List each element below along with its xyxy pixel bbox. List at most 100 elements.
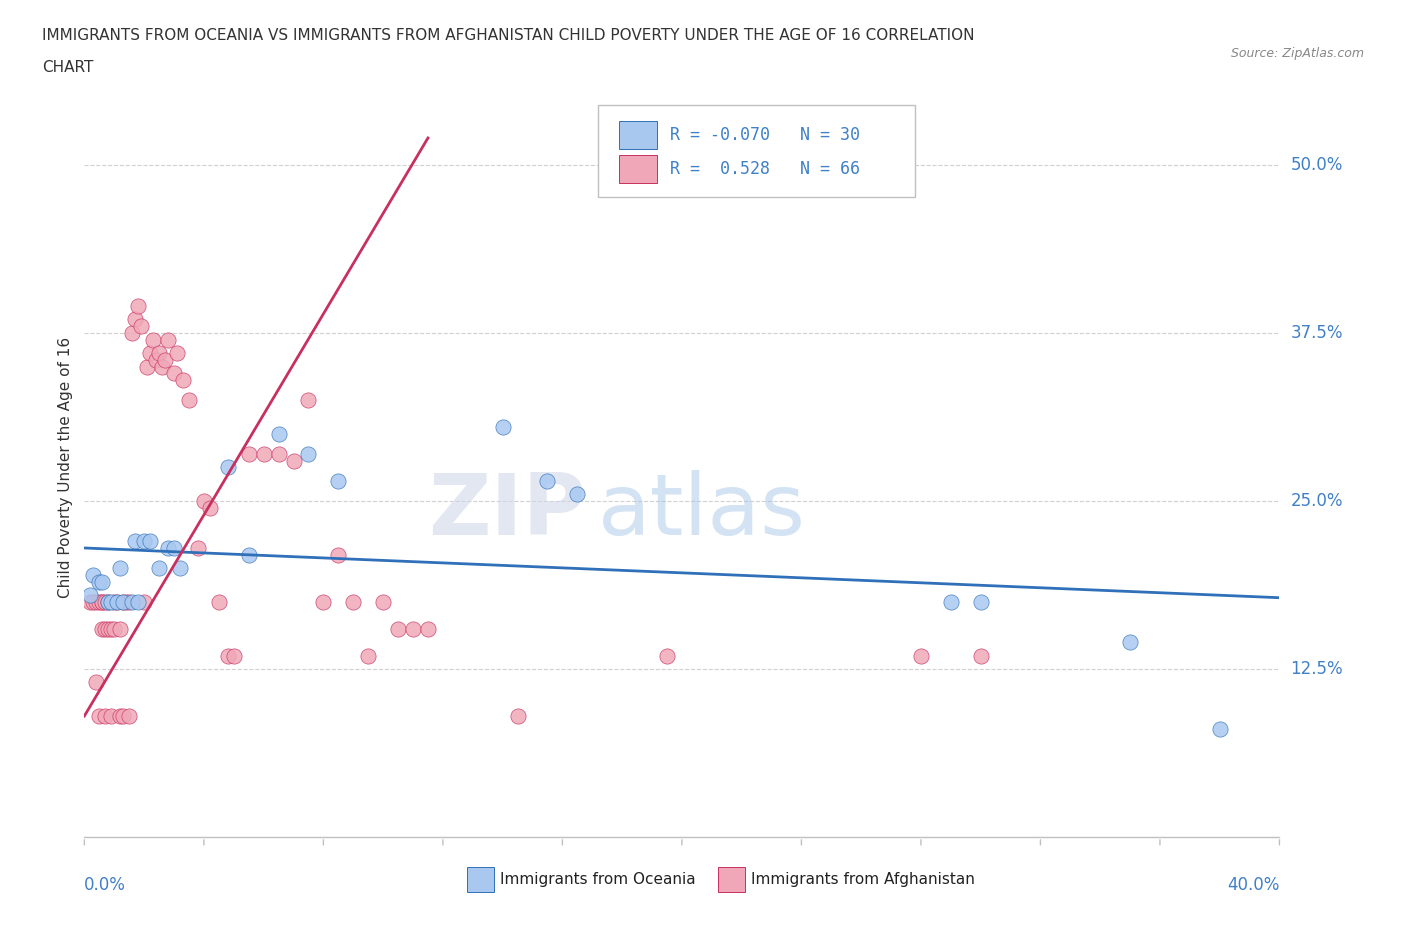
Point (172, 373, 194, 388)
Point (89, 574, 111, 589)
Point (110, 561, 132, 576)
Point (121, 594, 143, 609)
Point (91, 574, 114, 589)
Point (105, 594, 128, 609)
Point (342, 594, 364, 609)
Point (193, 494, 215, 509)
Point (402, 621, 425, 636)
Point (97, 594, 120, 609)
Point (238, 446, 260, 461)
Point (267, 426, 290, 441)
Point (328, 473, 350, 488)
FancyBboxPatch shape (599, 105, 915, 197)
Point (655, 648, 678, 663)
Point (1119, 634, 1142, 649)
Point (163, 365, 186, 380)
Text: 0.0%: 0.0% (84, 876, 127, 894)
Point (157, 540, 180, 555)
Point (97, 594, 120, 609)
Point (157, 332, 180, 347)
Point (373, 594, 395, 609)
Text: 25.0%: 25.0% (1291, 492, 1343, 510)
Point (217, 460, 239, 474)
Point (94, 594, 117, 609)
Point (970, 648, 993, 663)
Point (103, 621, 125, 636)
Point (79, 588, 101, 603)
Point (148, 346, 170, 361)
Point (94, 621, 117, 636)
Point (283, 453, 305, 468)
Point (328, 547, 350, 562)
Bar (619, 121, 657, 150)
Point (297, 446, 319, 461)
Point (110, 621, 132, 636)
Point (132, 534, 156, 549)
Text: Immigrants from Oceania: Immigrants from Oceania (501, 872, 696, 887)
Bar (718, 867, 745, 893)
Point (121, 326, 143, 340)
Point (163, 540, 186, 555)
Point (89, 709, 111, 724)
Text: CHART: CHART (42, 60, 94, 75)
Text: 12.5%: 12.5% (1291, 660, 1343, 678)
Point (127, 594, 149, 609)
Text: atlas: atlas (599, 471, 806, 553)
Bar (467, 867, 495, 893)
Text: ZIP: ZIP (429, 471, 586, 553)
Point (136, 359, 159, 374)
Point (357, 648, 380, 663)
Point (82, 567, 104, 582)
Point (253, 446, 276, 461)
Point (910, 648, 932, 663)
Point (86, 594, 108, 609)
Point (129, 319, 152, 334)
Point (148, 561, 170, 576)
Point (139, 346, 162, 361)
Point (145, 352, 167, 367)
Point (100, 621, 122, 636)
Text: 40.0%: 40.0% (1227, 876, 1279, 894)
Point (187, 540, 209, 555)
Point (217, 648, 239, 663)
Point (124, 534, 146, 549)
Point (297, 392, 319, 407)
Point (91, 594, 114, 609)
Point (506, 709, 529, 724)
Point (89, 594, 111, 609)
Point (91, 621, 114, 636)
Text: IMMIGRANTS FROM OCEANIA VS IMMIGRANTS FROM AFGHANISTAN CHILD POVERTY UNDER THE A: IMMIGRANTS FROM OCEANIA VS IMMIGRANTS FR… (42, 28, 974, 43)
Point (492, 419, 515, 434)
Point (118, 594, 141, 609)
Point (112, 594, 135, 609)
Point (166, 346, 188, 361)
Point (567, 486, 589, 501)
Point (86, 675, 108, 690)
Point (127, 299, 149, 313)
Point (312, 594, 335, 609)
Point (105, 594, 128, 609)
Point (118, 709, 141, 724)
Text: R =  0.528   N = 66: R = 0.528 N = 66 (671, 160, 860, 178)
Point (169, 561, 191, 576)
Point (115, 594, 138, 609)
Point (139, 534, 162, 549)
Point (198, 500, 221, 515)
Y-axis label: Child Poverty Under the Age of 16: Child Poverty Under the Age of 16 (58, 337, 73, 598)
Text: 37.5%: 37.5% (1291, 324, 1343, 342)
Bar (619, 154, 657, 182)
Point (142, 332, 165, 347)
Point (939, 594, 962, 609)
Point (103, 594, 125, 609)
Text: R = -0.070   N = 30: R = -0.070 N = 30 (671, 126, 860, 144)
Point (177, 392, 200, 407)
Point (238, 547, 260, 562)
Point (94, 709, 117, 724)
Text: Source: ZipAtlas.com: Source: ZipAtlas.com (1230, 46, 1364, 60)
Point (91, 594, 114, 609)
Point (153, 352, 176, 367)
Point (536, 473, 558, 488)
Point (100, 594, 122, 609)
Point (110, 709, 132, 724)
Point (222, 648, 245, 663)
